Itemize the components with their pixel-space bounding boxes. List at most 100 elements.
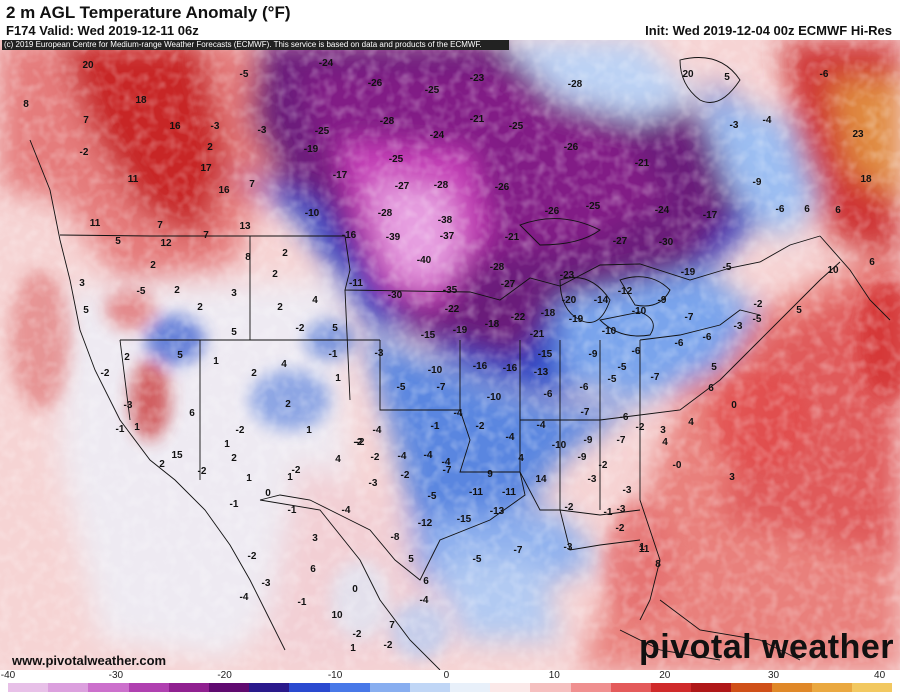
anomaly-value-label: -2 (384, 640, 393, 651)
anomaly-value-label: 4 (662, 437, 668, 448)
anomaly-value-label: 1 (350, 643, 356, 654)
anomaly-value-label: -2 (236, 425, 245, 436)
colorbar-swatch (771, 683, 812, 692)
anomaly-value-label: -6 (776, 204, 785, 215)
colorbar-tick: -40 (0, 670, 16, 681)
anomaly-value-label: 2 (231, 453, 237, 464)
anomaly-value-label: -1 (329, 349, 338, 360)
anomaly-value-label: -10 (487, 392, 502, 403)
anomaly-value-label: -6 (675, 338, 684, 349)
colorbar-swatch (811, 683, 852, 692)
anomaly-value-label: -3 (375, 348, 384, 359)
anomaly-value-label: -3 (211, 121, 220, 132)
anomaly-value-label: -25 (509, 121, 524, 132)
colorbar-tick: 0 (443, 670, 450, 681)
colorbar-swatch (490, 683, 531, 692)
anomaly-value-label: 2 (124, 352, 130, 363)
anomaly-value-label: -14 (594, 295, 609, 306)
anomaly-value-label: 7 (83, 115, 89, 126)
valid-time: F174 Valid: Wed 2019-12-11 06z (6, 23, 199, 38)
anomaly-value-label: 6 (869, 257, 875, 268)
anomaly-value-label: 20 (82, 60, 94, 71)
anomaly-value-label: -28 (380, 116, 395, 127)
anomaly-value-label: 2 (150, 260, 156, 271)
anomaly-value-label: 5 (711, 362, 717, 373)
anomaly-value-label: -5 (753, 314, 762, 325)
anomaly-value-label: 12 (160, 238, 172, 249)
anomaly-value-label: -26 (495, 182, 510, 193)
colorbar-tick: -20 (217, 670, 232, 681)
anomaly-value-label: 8 (655, 559, 661, 570)
anomaly-value-label: -3 (262, 578, 271, 589)
anomaly-value-label: -5 (428, 491, 437, 502)
anomaly-value-label: 1 (306, 425, 312, 436)
anomaly-value-label: -21 (530, 329, 545, 340)
anomaly-value-label: -24 (319, 58, 334, 69)
anomaly-value-label: -11 (502, 487, 516, 498)
anomaly-value-label: -2 (354, 437, 363, 448)
anomaly-value-label: -3 (258, 125, 267, 136)
anomaly-value-label: -2 (401, 470, 410, 481)
anomaly-value-label: -24 (430, 130, 445, 141)
anomaly-value-label: 0 (265, 488, 271, 499)
anomaly-value-label: -9 (589, 349, 598, 360)
temperature-anomaly-map[interactable]: 20 18 16 7 -2 8 11 17 16 -3 2 -5 -3 7 13 7 5 12 2 7 8 2 11 3 -5 2… (0, 40, 900, 670)
anomaly-value-label: -40 (417, 255, 432, 266)
colorbar-swatch (691, 683, 732, 692)
anomaly-value-label: -4 (537, 420, 546, 431)
anomaly-value-label: 13 (239, 221, 251, 232)
anomaly-value-label: -0 (673, 460, 682, 471)
colorbar-tick: 10 (548, 670, 560, 681)
anomaly-value-label: -4 (763, 115, 772, 126)
colorbar-swatch (731, 683, 772, 692)
anomaly-value-label: -7 (617, 435, 626, 446)
anomaly-value-label: -25 (389, 154, 404, 165)
map-title: 2 m AGL Temperature Anomaly (°F) (6, 3, 291, 22)
anomaly-value-label: -2 (636, 422, 645, 433)
anomaly-value-label: -19 (453, 325, 468, 336)
anomaly-value-label: -20 (562, 295, 577, 306)
anomaly-value-label: 6 (804, 204, 810, 215)
anomaly-value-label: -19 (304, 144, 319, 155)
anomaly-value-label: -9 (578, 452, 587, 463)
anomaly-value-label: 2 (174, 285, 180, 296)
colorbar-swatch (570, 683, 611, 692)
anomaly-value-label: 5 (83, 305, 89, 316)
anomaly-value-label: -28 (568, 79, 583, 90)
colorbar-tick: -30 (108, 670, 124, 681)
header-bar: 2 m AGL Temperature Anomaly (°F) F174 Va… (0, 0, 900, 40)
anomaly-value-label: 5 (231, 327, 237, 338)
colorbar-swatch (610, 683, 651, 692)
anomaly-value-label: 1 (224, 439, 230, 450)
anomaly-value-label: 4 (281, 359, 287, 370)
website-label[interactable]: www.pivotalweather.com (12, 653, 167, 668)
anomaly-value-label: -10 (552, 440, 567, 451)
anomaly-value-label: -30 (659, 237, 674, 248)
anomaly-value-label: -5 (397, 382, 406, 393)
anomaly-value-label: -7 (514, 545, 523, 556)
anomaly-value-label: 5 (332, 323, 338, 334)
anomaly-value-label: -2 (565, 502, 574, 513)
anomaly-value-label: 10 (331, 610, 343, 621)
anomaly-value-label: -4 (373, 425, 382, 436)
anomaly-value-label: -25 (315, 126, 330, 137)
anomaly-value-label: -11 (469, 487, 483, 498)
anomaly-value-label: 4 (518, 453, 524, 464)
anomaly-value-label: 1 (335, 373, 341, 384)
anomaly-value-label: 6 (189, 408, 195, 419)
colorbar-swatch (450, 683, 491, 692)
anomaly-value-label: 15 (171, 450, 183, 461)
anomaly-value-label: 6 (708, 383, 714, 394)
copyright-notice: (c) 2019 European Centre for Medium-rang… (2, 40, 509, 50)
anomaly-value-label: -5 (618, 362, 627, 373)
anomaly-value-label: 2 (197, 302, 203, 313)
colorbar-tick: 40 (874, 670, 886, 681)
anomaly-value-label: -38 (438, 215, 453, 226)
anomaly-value-label: -2 (599, 460, 608, 471)
anomaly-value-label: -7 (437, 382, 446, 393)
anomaly-value-label: -19 (569, 314, 584, 325)
colorbar-swatch (329, 683, 370, 692)
anomaly-value-label: -4 (420, 595, 429, 606)
anomaly-value-label: -4 (398, 451, 407, 462)
anomaly-value-label: 17 (200, 163, 212, 174)
